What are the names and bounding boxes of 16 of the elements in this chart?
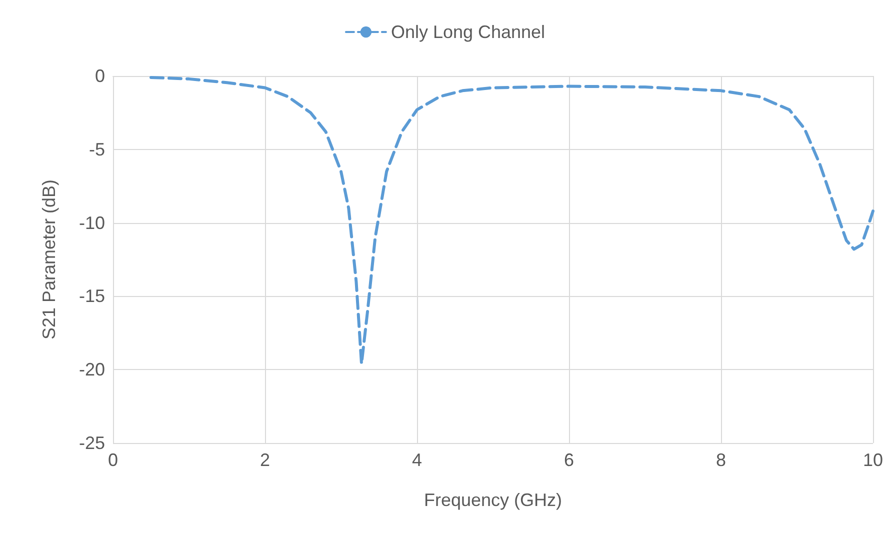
y-tick-label: -20	[78, 360, 105, 380]
y-tick-label: -5	[88, 139, 105, 160]
y-axis-title: S21 Parameter (dB)	[39, 179, 59, 340]
x-tick-label: 8	[716, 450, 726, 470]
line-series	[150, 76, 874, 366]
y-tick-label: -15	[78, 286, 105, 306]
legend-label: Only Long Channel	[390, 22, 546, 42]
y-tick-label: -25	[78, 433, 105, 453]
x-tick-label: 6	[564, 450, 574, 470]
x-tick-label: 4	[412, 450, 422, 470]
x-tick-label: 10	[862, 450, 884, 470]
x-axis-title: Frequency (GHz)	[424, 490, 562, 510]
y-tick-label: 0	[94, 66, 105, 86]
x-tick-label: 0	[108, 450, 118, 470]
y-tick-label: -10	[78, 212, 105, 233]
x-tick-label: 2	[260, 450, 270, 470]
